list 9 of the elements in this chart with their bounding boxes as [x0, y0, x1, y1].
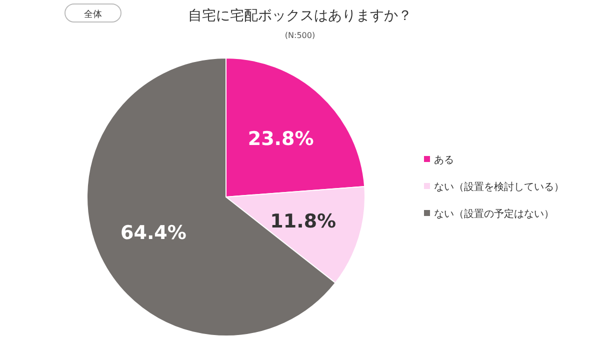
data-label: 64.4%	[120, 222, 186, 244]
annotation: 全体	[64, 4, 122, 22]
data-label: 23.8%	[248, 128, 314, 150]
data-label: 11.8%	[270, 210, 336, 232]
legend-label: ない（設置を検討している）	[434, 181, 564, 193]
legend-label: ない（設置の予定はない）	[434, 208, 554, 220]
chart-subtitle: (N:500)	[284, 31, 316, 40]
chart-title: 自宅に宅配ボックスはありますか？	[188, 8, 412, 24]
legend-label: ある	[434, 155, 454, 166]
